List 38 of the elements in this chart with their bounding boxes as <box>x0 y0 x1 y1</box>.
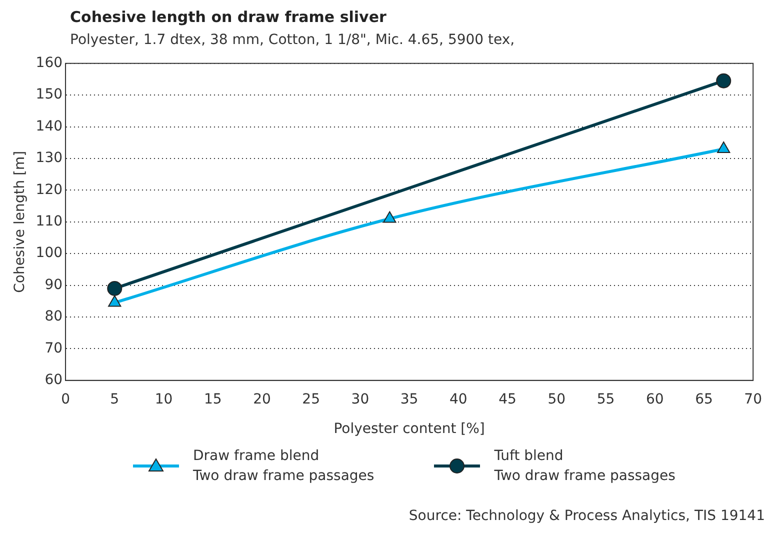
x-tick-label: 0 <box>61 391 70 408</box>
x-tick-label: 35 <box>400 391 418 408</box>
y-tick-label: 70 <box>44 340 63 356</box>
x-tick-label: 5 <box>110 391 120 408</box>
y-tick-label: 90 <box>44 276 63 293</box>
point <box>108 295 122 307</box>
x-tick-label: 50 <box>548 391 566 408</box>
chart-title: Cohesive length on draw frame sliver <box>70 8 388 26</box>
point <box>717 141 730 153</box>
point <box>716 73 732 88</box>
source-note: Source: Technology & Process Analytics, TIS 19141 <box>408 508 765 524</box>
y-tick-label: 110 <box>36 214 63 230</box>
y-tick-label: 60 <box>44 372 63 388</box>
y-tick-label: 130 <box>36 150 63 166</box>
x-tick-label: 45 <box>498 391 516 408</box>
point <box>107 280 122 296</box>
x-tick-label: 60 <box>646 391 664 408</box>
chart-subtitle: Polyester, 1.7 dtex, 38 mm, Cotton, 1 1/8", Mic. 4.65, 5900 tex, <box>70 32 516 48</box>
x-tick-label: 20 <box>253 391 271 408</box>
y-tick-label: 150 <box>36 86 63 103</box>
y-tick-label: 140 <box>36 118 63 134</box>
x-tick-label: 40 <box>450 391 468 408</box>
x-tick-label: 55 <box>596 391 615 408</box>
x-axis-title: Polyester content [%] <box>334 421 485 438</box>
x-tick-label: 15 <box>204 391 222 408</box>
y-tick-label: 80 <box>44 308 63 325</box>
point <box>383 211 396 223</box>
x-tick-label: 65 <box>695 391 713 408</box>
y-tick-label: 120 <box>36 182 63 198</box>
x-tick-label: 25 <box>302 391 320 408</box>
legend-label: Tuft blend Two draw frame passages <box>494 447 676 486</box>
y-tick-label: 100 <box>36 245 63 262</box>
x-tick-label: 70 <box>744 391 762 408</box>
x-tick-label: 30 <box>351 391 370 408</box>
x-tick-label: 10 <box>154 391 173 408</box>
legend-label: Draw frame blend Two draw frame passages <box>193 447 374 486</box>
y-axis-title: Cohesive length [m] <box>12 150 28 293</box>
y-tick-label: 160 <box>36 55 63 72</box>
